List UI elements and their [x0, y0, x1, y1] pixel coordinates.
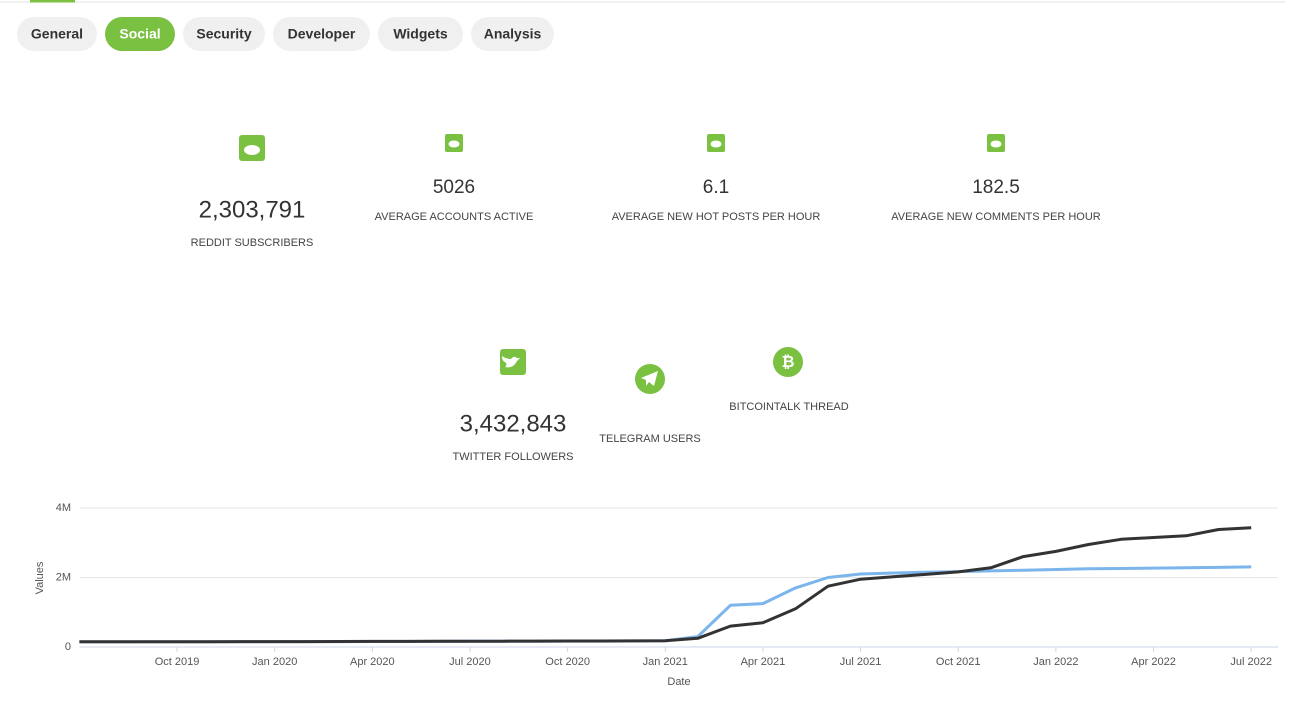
stat-value: 3,432,843	[460, 410, 567, 437]
y-tick-label: 4M	[56, 502, 71, 514]
stat-value: 6.1	[703, 177, 729, 198]
stat-label: TELEGRAM USERS	[599, 433, 700, 445]
x-tick-label: Jul 2020	[449, 656, 491, 668]
x-tick-label: Jan 2021	[643, 656, 688, 668]
tab-label[interactable]: Security	[196, 26, 251, 42]
tab-label[interactable]: Social	[119, 26, 160, 42]
stat-label: REDDIT SUBSCRIBERS	[191, 237, 314, 249]
svg-text:₿: ₿	[781, 353, 794, 371]
tab-bg[interactable]	[273, 17, 370, 51]
y-axis-title: Values	[34, 561, 46, 594]
y-tick-label: 2M	[56, 571, 71, 583]
tab[interactable]: General	[17, 17, 97, 51]
tab[interactable]: Developer	[273, 17, 370, 51]
tab[interactable]: Widgets	[378, 17, 463, 51]
x-tick-label: Apr 2022	[1131, 656, 1176, 668]
tab-bg[interactable]	[378, 17, 463, 51]
tab-bg[interactable]	[17, 17, 97, 51]
x-tick-label: Jul 2022	[1230, 656, 1272, 668]
tab-bg[interactable]	[105, 17, 175, 51]
series-line	[79, 565, 1252, 644]
chart: 0 2M 4M Oct 2019 Jan 2020 Apr 2020 Jul 2020 Oct…	[34, 502, 1278, 688]
stat-label: AVERAGE NEW COMMENTS PER HOUR	[891, 211, 1100, 223]
stat-label: AVERAGE ACCOUNTS ACTIVE	[375, 211, 534, 223]
reddit-icon	[987, 134, 1005, 152]
x-tick-label: Jul 2021	[840, 656, 882, 668]
reddit-icon	[445, 134, 463, 152]
twitter-icon	[500, 349, 526, 375]
x-tick-label: Oct 2020	[545, 656, 590, 668]
x-tick-label: Oct 2019	[155, 656, 200, 668]
series-line	[79, 526, 1252, 644]
tab-bg[interactable]	[471, 17, 554, 51]
telegram-icon	[635, 364, 665, 394]
reddit-icon	[707, 134, 725, 152]
stat-label: AVERAGE NEW HOT POSTS PER HOUR	[612, 211, 821, 223]
tab-label[interactable]: Widgets	[393, 26, 448, 42]
stat-label: TWITTER FOLLOWERS	[453, 451, 574, 463]
y-tick-label: 0	[65, 641, 71, 653]
reddit-icon	[239, 135, 265, 161]
tab-label[interactable]: General	[31, 26, 83, 42]
x-tick-label: Apr 2021	[741, 656, 786, 668]
stat-value: 2,303,791	[199, 196, 306, 223]
x-axis-title: Date	[667, 676, 690, 688]
x-tick-label: Apr 2020	[350, 656, 395, 668]
tab-bg[interactable]	[183, 17, 265, 51]
tab[interactable]: Social	[105, 17, 175, 51]
stat-value: 182.5	[972, 177, 1020, 198]
stat-label: BITCOINTALK THREAD	[729, 401, 848, 413]
bitcoin-icon: ₿	[773, 347, 803, 377]
x-tick-label: Jan 2020	[252, 656, 297, 668]
tab[interactable]: Analysis	[471, 17, 554, 51]
stat-value: 5026	[433, 177, 475, 198]
tab-label[interactable]: Analysis	[484, 26, 542, 42]
tab-label[interactable]: Developer	[288, 26, 356, 42]
tab[interactable]: Security	[183, 17, 265, 51]
x-tick-label: Oct 2021	[936, 656, 981, 668]
x-tick-label: Jan 2022	[1033, 656, 1078, 668]
